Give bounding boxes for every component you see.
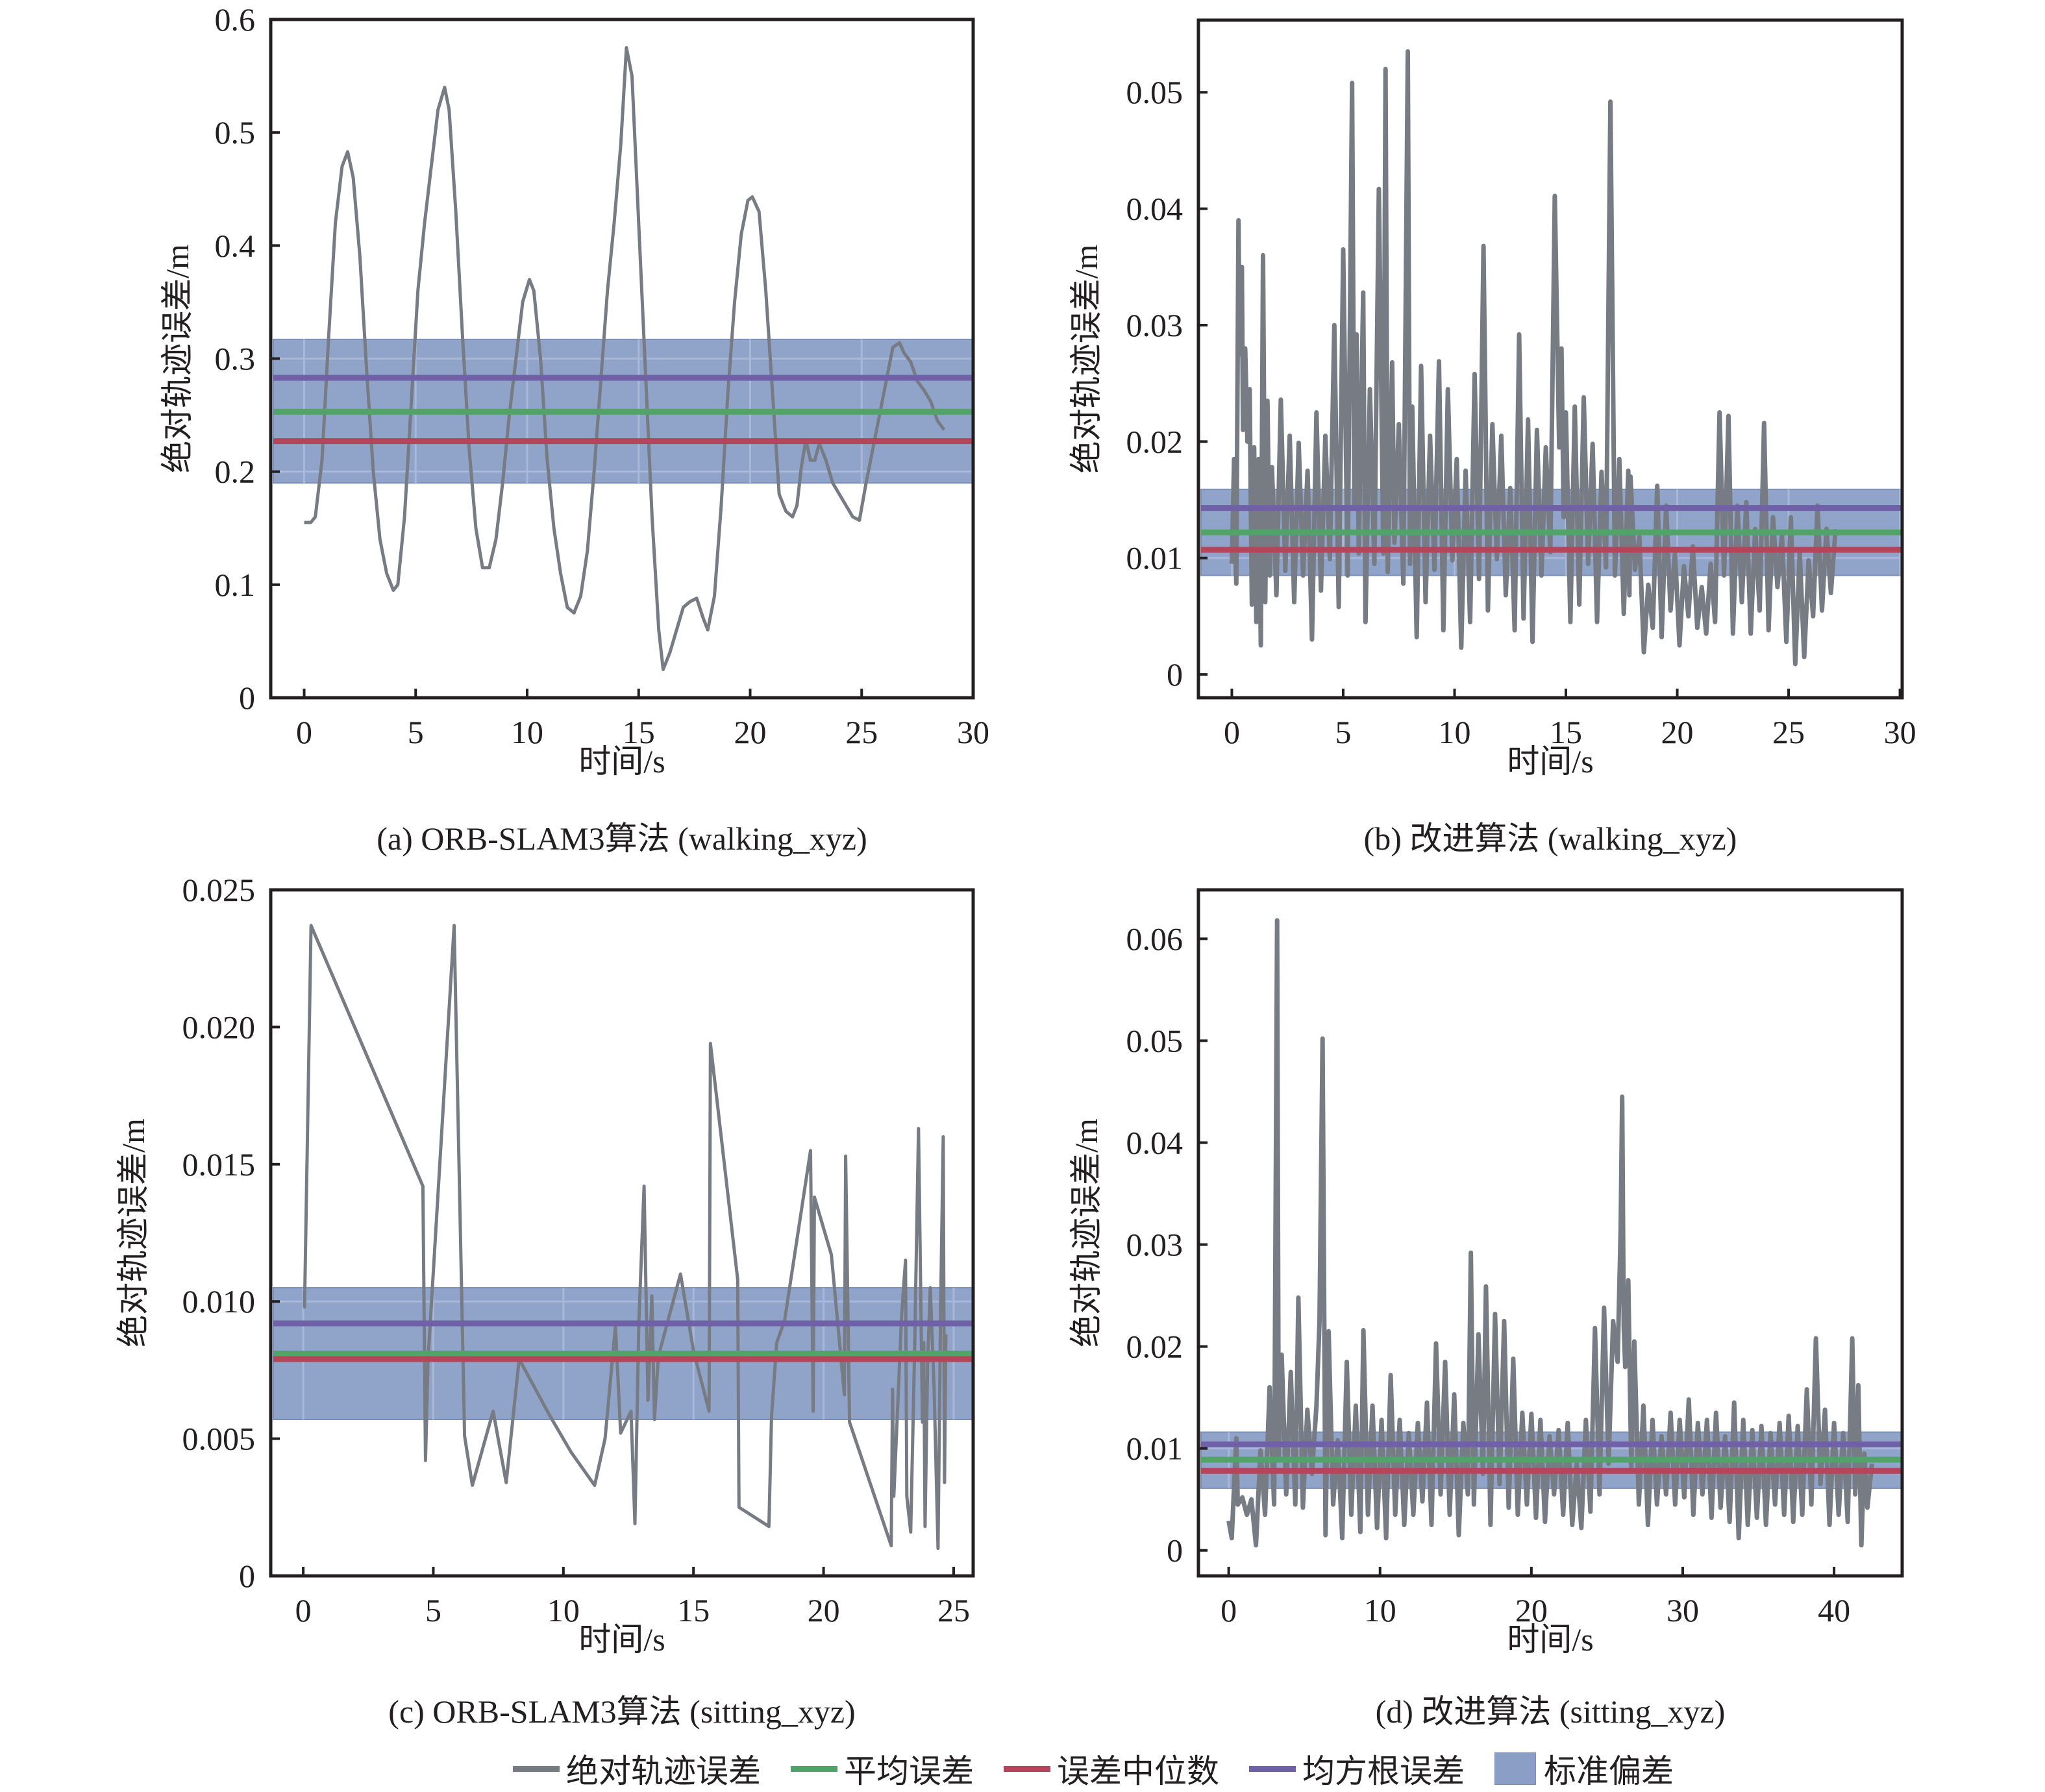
legend-item-mean: 平均误差 <box>791 1745 974 1792</box>
legend: 绝对轨迹误差 平均误差 误差中位数 均方根误差 标准偏差 <box>513 1746 1704 1791</box>
y-tick-label: 0.05 <box>1126 74 1184 110</box>
legend-label-std: 标准偏差 <box>1544 1753 1674 1789</box>
y-tick-label: 0.03 <box>1126 307 1184 343</box>
y-tick-label: 0 <box>239 1558 255 1594</box>
x-axis-label: 时间/s <box>1507 743 1593 779</box>
legend-label-median: 误差中位数 <box>1057 1753 1219 1789</box>
legend-item-rmse: 均方根误差 <box>1249 1745 1465 1792</box>
y-axis-label: 绝对轨迹误差/m <box>115 1118 151 1347</box>
legend-label-mean: 平均误差 <box>844 1753 974 1789</box>
x-tick-label: 0 <box>295 1592 312 1628</box>
y-tick-label: 0.2 <box>215 454 256 490</box>
x-tick-label: 15 <box>623 714 655 750</box>
caption-a: (a) ORB-SLAM3算法 (walking_xyz) <box>377 820 867 857</box>
y-tick-label: 0.4 <box>215 227 256 264</box>
x-tick-label: 10 <box>547 1592 580 1628</box>
grid <box>271 339 973 484</box>
x-tick-label: 25 <box>1772 714 1805 750</box>
y-tick-label: 0.02 <box>1126 423 1184 460</box>
x-tick-label: 10 <box>1364 1592 1396 1628</box>
legend-label-rmse: 均方根误差 <box>1302 1753 1465 1789</box>
x-tick-label: 30 <box>1884 714 1916 750</box>
ate-trace <box>303 924 948 1551</box>
y-tick-label: 0.05 <box>1126 1022 1184 1059</box>
y-tick-label: 0.1 <box>215 567 256 603</box>
y-tick-label: 0.015 <box>182 1146 256 1183</box>
x-tick-label: 40 <box>1818 1592 1850 1628</box>
x-tick-label: 15 <box>1550 714 1582 750</box>
ate-trace <box>1230 49 1841 667</box>
y-tick-label: 0.04 <box>1126 1125 1184 1161</box>
x-tick-label: 20 <box>1515 1592 1548 1628</box>
legend-swatch-ate <box>513 1765 560 1772</box>
legend-swatch-std <box>1494 1752 1536 1785</box>
x-tick-label: 15 <box>677 1592 710 1628</box>
y-tick-label: 0.005 <box>182 1421 256 1457</box>
ate-trace <box>1226 918 1874 1548</box>
x-tick-label: 30 <box>957 714 989 750</box>
y-tick-label: 0.03 <box>1126 1227 1184 1263</box>
caption-d: (d) 改进算法 (sitting_xyz) <box>1375 1693 1726 1730</box>
x-tick-label: 10 <box>511 714 543 750</box>
legend-swatch-mean <box>791 1765 837 1772</box>
y-tick-label: 0.010 <box>182 1283 256 1319</box>
y-tick-label: 0.02 <box>1126 1329 1184 1365</box>
y-tick-label: 0.025 <box>182 872 256 908</box>
caption-b: (b) 改进算法 (walking_xyz) <box>1363 820 1737 857</box>
x-tick-label: 20 <box>734 714 767 750</box>
caption-c: (c) ORB-SLAM3算法 (sitting_xyz) <box>388 1693 856 1730</box>
axes-frame <box>269 888 975 1578</box>
y-tick-label: 0.04 <box>1126 191 1184 227</box>
ate-trace <box>304 46 946 671</box>
y-tick-label: 0.01 <box>1126 1430 1184 1467</box>
legend-swatch-median <box>1004 1765 1050 1772</box>
legend-item-std: 标准偏差 <box>1494 1745 1674 1792</box>
y-axis-label: 绝对轨迹误差/m <box>1068 245 1104 474</box>
x-tick-label: 5 <box>408 714 424 750</box>
x-tick-label: 20 <box>808 1592 840 1628</box>
y-tick-label: 0.020 <box>182 1009 256 1045</box>
panel-b: 0 5 10 15 20 25 30 0 0.01 0.02 0.03 0.04 0.05 时间/s 绝对轨… <box>1068 18 1916 779</box>
y-tick-label: 0 <box>1167 656 1183 693</box>
x-tick-label: 0 <box>1221 1592 1237 1628</box>
y-tick-label: 0.06 <box>1126 920 1184 957</box>
x-tick-label: 5 <box>425 1592 441 1628</box>
y-axis-label: 绝对轨迹误差/m <box>159 244 195 473</box>
y-tick-label: 0 <box>239 680 255 716</box>
legend-item-ate: 绝对轨迹误差 <box>513 1745 761 1792</box>
y-axis-label: 绝对轨迹误差/m <box>1068 1118 1104 1347</box>
x-tick-label: 20 <box>1661 714 1694 750</box>
y-tick-label: 0.6 <box>215 1 256 38</box>
x-tick-label: 0 <box>296 714 312 750</box>
x-axis-label: 时间/s <box>1507 1621 1593 1658</box>
y-tick-label: 0.3 <box>215 341 256 377</box>
x-axis-label: 时间/s <box>578 743 665 779</box>
panel-c: 0 5 10 15 20 25 0 0.005 0.010 0.015 0.020 0.025 时间/s… <box>115 872 975 1658</box>
x-tick-label: 10 <box>1438 714 1470 750</box>
legend-swatch-rmse <box>1249 1765 1296 1772</box>
x-tick-label: 25 <box>845 714 878 750</box>
legend-label-ate: 绝对轨迹误差 <box>566 1753 761 1789</box>
axes-frame <box>1196 18 1904 700</box>
panel-a: 0 5 10 15 20 25 30 0 0.1 0.2 0.3 0.4 0.5 0.6 时间/s 绝对轨迹误… <box>159 1 989 779</box>
x-tick-label: 25 <box>937 1592 970 1628</box>
x-tick-label: 5 <box>1335 714 1351 750</box>
x-tick-label: 0 <box>1224 714 1240 750</box>
panel-d: 0 10 20 30 40 0 0.01 0.02 0.03 0.04 0.05 0.06 时间/s 绝对… <box>1068 888 1904 1658</box>
y-tick-label: 0.01 <box>1126 540 1184 576</box>
x-tick-label: 30 <box>1667 1592 1699 1628</box>
legend-item-median: 误差中位数 <box>1004 1745 1219 1792</box>
axes-frame <box>1196 888 1904 1578</box>
y-tick-label: 0.5 <box>215 114 256 151</box>
y-tick-label: 0 <box>1167 1532 1183 1569</box>
x-axis-label: 时间/s <box>578 1621 665 1658</box>
